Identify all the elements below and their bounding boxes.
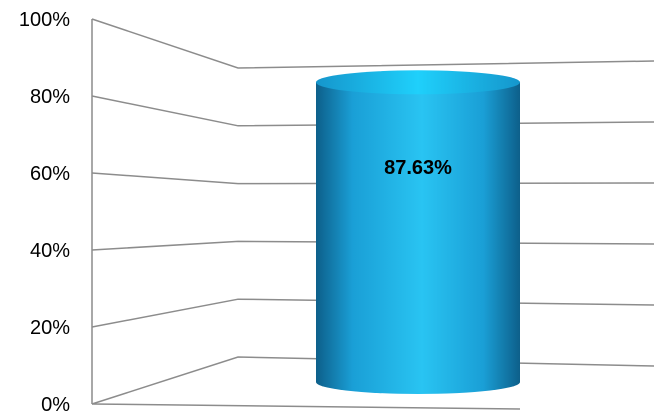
- bar-body: [316, 82, 520, 394]
- y-tick-label: 60%: [30, 163, 70, 185]
- y-tick-label: 100%: [19, 9, 70, 31]
- bar: [316, 70, 520, 394]
- floor-front-edge: [92, 404, 520, 409]
- gridline: [92, 19, 654, 68]
- bar-top: [316, 70, 520, 94]
- bars: [316, 70, 520, 394]
- data-label: 87.63%: [384, 157, 452, 179]
- y-tick-label: 0%: [41, 394, 70, 413]
- y-axis-tick-labels: 0% 20% 40% 60% 80% 100%: [19, 9, 70, 413]
- data-labels: 87.63%: [384, 157, 452, 179]
- y-tick-label: 80%: [30, 86, 70, 108]
- y-tick-label: 20%: [30, 317, 70, 339]
- y-tick-label: 40%: [30, 240, 70, 262]
